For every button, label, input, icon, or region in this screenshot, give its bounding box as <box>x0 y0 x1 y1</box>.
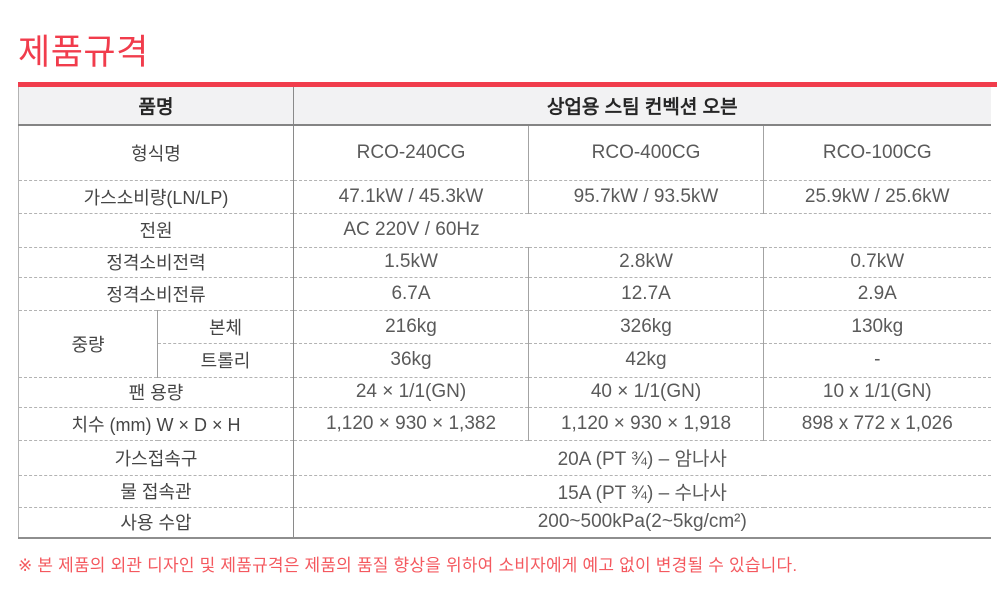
cell-rated-power-3: 0.7kW <box>763 246 991 277</box>
row-label-gas-consumption: 가스소비량(LN/LP) <box>18 179 294 213</box>
cell-dimensions-1: 1,120 × 930 × 1,382 <box>293 406 529 440</box>
row-label-power: 전원 <box>18 212 294 247</box>
table-row: 형식명 RCO-240CG RCO-400CG RCO-100CG <box>18 125 991 180</box>
cell-gas-3: 25.9kW / 25.6kW <box>763 179 991 213</box>
row-label-rated-power: 정격소비전력 <box>18 246 294 277</box>
cell-weight-trolley-2: 42kg <box>528 342 764 377</box>
row-label-weight-trolley: 트롤리 <box>157 342 294 377</box>
table-row: 치수 (mm) W × D × H 1,120 × 930 × 1,382 1,… <box>18 406 991 440</box>
accent-bar <box>18 82 997 87</box>
row-label-water-pipe: 물 접속관 <box>18 474 294 507</box>
cell-weight-body-2: 326kg <box>528 309 764 343</box>
table-row: 중량 본체 216kg 326kg 130kg <box>18 309 991 377</box>
cell-rated-current-1: 6.7A <box>293 276 529 310</box>
table-row: 정격소비전류 6.7A 12.7A 2.9A <box>18 276 991 310</box>
row-label-weight: 중량 <box>18 309 158 377</box>
row-label-water-pressure: 사용 수압 <box>18 506 294 538</box>
cell-water-pressure-value: 200~500kPa(2~5kg/cm²) <box>293 506 991 538</box>
cell-model-2: RCO-400CG <box>528 125 764 180</box>
cell-weight-trolley-1: 36kg <box>293 342 529 377</box>
cell-gas-1: 47.1kW / 45.3kW <box>293 179 529 213</box>
table-row: 가스접속구 20A (PT ¾) – 암나사 <box>18 439 991 475</box>
cell-gas-connector-value: 20A (PT ¾) – 암나사 <box>293 439 991 475</box>
cell-rated-current-2: 12.7A <box>528 276 764 310</box>
column-header-product-name: 품명 <box>18 87 294 126</box>
table-row: 트롤리 36kg 42kg - <box>19 342 991 377</box>
cell-pan-2: 40 × 1/1(GN) <box>528 376 764 407</box>
cell-dimensions-2: 1,120 × 930 × 1,918 <box>528 406 764 440</box>
cell-gas-2: 95.7kW / 93.5kW <box>528 179 764 213</box>
cell-weight-body-1: 216kg <box>293 309 529 343</box>
table-row: 가스소비량(LN/LP) 47.1kW / 45.3kW 95.7kW / 93… <box>18 179 991 213</box>
cell-rated-power-1: 1.5kW <box>293 246 529 277</box>
row-label-gas-connector: 가스접속구 <box>18 439 294 475</box>
cell-water-pipe-value: 15A (PT ¾) – 수나사 <box>293 474 991 507</box>
table-row: 팬 용량 24 × 1/1(GN) 40 × 1/1(GN) 10 x 1/1(… <box>18 376 991 407</box>
cell-rated-power-2: 2.8kW <box>528 246 764 277</box>
disclaimer-note: ※ 본 제품의 외관 디자인 및 제품규격은 제품의 품질 향상을 위하여 소비… <box>18 556 798 575</box>
cell-model-3: RCO-100CG <box>822 141 932 163</box>
cell-dimensions-3: 898 x 772 x 1,026 <box>763 406 991 440</box>
cell-rated-current-3: 2.9A <box>763 276 991 310</box>
power-value-text: AC 220V / 60Hz <box>343 219 480 240</box>
cell-model-1: RCO-240CG <box>293 125 529 180</box>
row-label-weight-body: 본체 <box>157 309 294 343</box>
row-label-model: 형식명 <box>18 125 294 180</box>
cell-weight-body-3: 130kg <box>763 309 991 343</box>
row-label-rated-current: 정격소비전류 <box>18 276 294 310</box>
cell-weight-trolley-3: - <box>763 342 991 377</box>
page-title: 제품규격 <box>18 33 149 72</box>
table-row: 정격소비전력 1.5kW 2.8kW 0.7kW <box>18 246 991 277</box>
cell-pan-1: 24 × 1/1(GN) <box>293 376 529 407</box>
table-row: 사용 수압 200~500kPa(2~5kg/cm²) <box>18 506 991 538</box>
column-header-category: 상업용 스팀 컨벡션 오븐 <box>293 87 991 126</box>
row-label-pan-capacity: 팬 용량 <box>18 376 294 407</box>
cell-power-value: AC 220V / 60Hz <box>293 212 991 247</box>
table-header-row: 품명 상업용 스팀 컨벡션 오븐 <box>18 87 991 126</box>
cell-pan-3: 10 x 1/1(GN) <box>763 376 991 407</box>
table-row: 물 접속관 15A (PT ¾) – 수나사 <box>18 474 991 507</box>
spec-table: 품명 상업용 스팀 컨벡션 오븐 형식명 RCO-240CG RCO-400CG… <box>18 87 991 539</box>
row-label-dimensions: 치수 (mm) W × D × H <box>18 406 294 440</box>
table-row: 전원 AC 220V / 60Hz <box>18 212 991 247</box>
